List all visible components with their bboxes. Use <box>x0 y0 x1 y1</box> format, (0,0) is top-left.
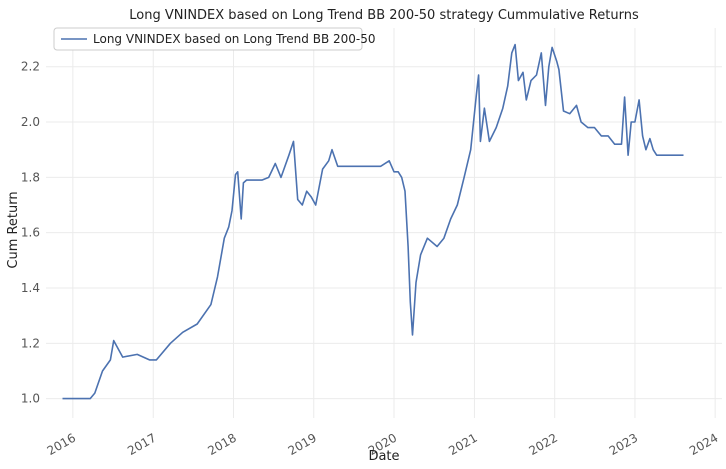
legend-box <box>53 27 363 51</box>
series-line <box>62 43 684 400</box>
legend-label: Long VNINDEX based on Long Trend BB 200-… <box>93 32 376 46</box>
x-tick-label: 2018 <box>205 431 238 458</box>
x-axis-title: Date <box>368 449 399 464</box>
y-tick-label: 1.4 <box>21 281 40 295</box>
x-tick-label: 2021 <box>446 431 479 458</box>
y-axis-title: Cum Return <box>6 191 21 268</box>
y-axis-ticks: 1.0 1.2 1.4 1.6 1.8 2.0 2.2 <box>21 60 40 406</box>
x-tick-label: 2019 <box>286 431 319 458</box>
x-tick-label: 2016 <box>45 431 78 458</box>
y-tick-label: 2.0 <box>21 115 40 129</box>
y-tick-label: 1.6 <box>21 226 40 240</box>
x-tick-label: 2017 <box>125 431 158 458</box>
x-tick-label: 2024 <box>687 431 720 458</box>
y-tick-label: 1.8 <box>21 170 40 184</box>
x-tick-label: 2023 <box>607 431 640 458</box>
legend: Long VNINDEX based on Long Trend BB 200-… <box>53 27 376 51</box>
y-tick-label: 1.2 <box>21 336 40 350</box>
y-tick-label: 1.0 <box>21 392 40 406</box>
x-tick-label: 2022 <box>527 431 560 458</box>
grid-lines <box>46 28 722 418</box>
chart-title: Long VNINDEX based on Long Trend BB 200-… <box>129 8 639 23</box>
y-tick-label: 2.2 <box>21 60 40 74</box>
plot-area <box>62 43 684 400</box>
